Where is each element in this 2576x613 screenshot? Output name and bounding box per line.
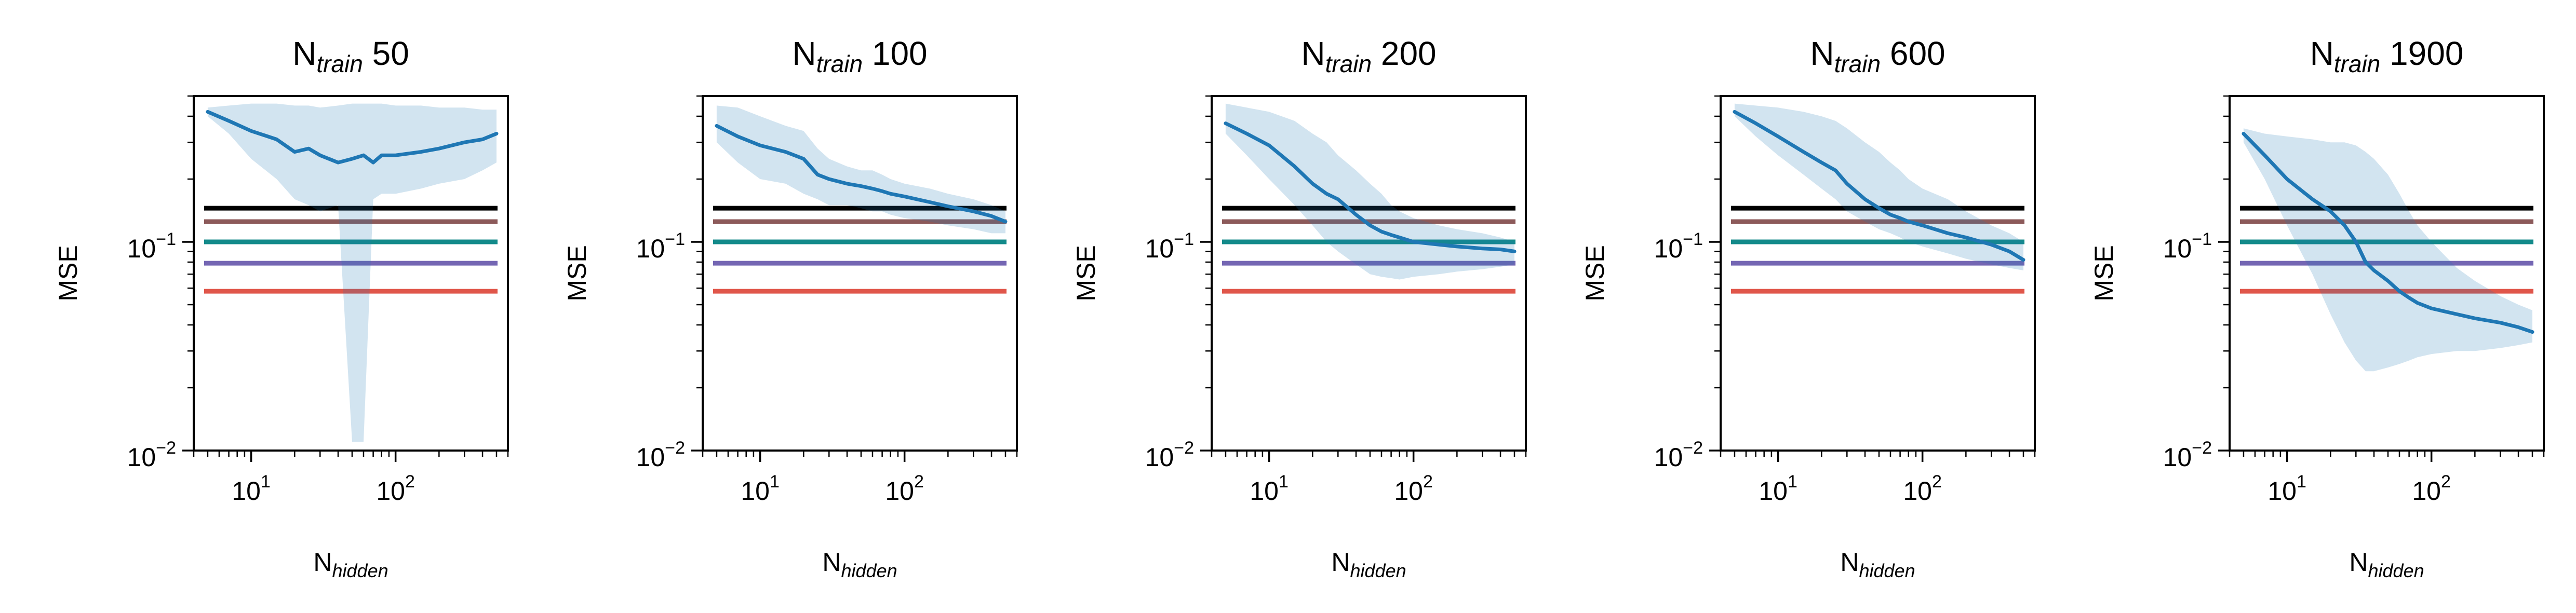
y-tick-label: 10−1: [1654, 229, 1703, 263]
panel-title: Ntrain 200: [1301, 35, 1436, 77]
panel-3: 101 102 10−2 10−1 Ntrain 200 Nhidden MSE: [1071, 35, 1527, 581]
mse-series-line: [715, 124, 1008, 224]
y-tick-label: 10−1: [1145, 229, 1194, 263]
data-point: [1225, 123, 1226, 124]
data-point: [1835, 170, 1836, 171]
data-point: [1246, 133, 1247, 134]
confidence-band: [716, 105, 1005, 234]
data-point: [338, 162, 339, 163]
data-point: [2518, 327, 2519, 328]
data-point: [2243, 133, 2244, 134]
axes-frame: [1211, 95, 1527, 452]
data-point: [496, 133, 497, 134]
y-axis-label: MSE: [1580, 245, 1609, 301]
data-point: [872, 188, 873, 189]
x-tick-label: 102: [1903, 472, 1942, 506]
data-point: [1482, 248, 1483, 249]
data-point: [737, 136, 738, 137]
data-point: [2009, 251, 2010, 252]
panel-4: 101 102 10−2 10−1 Ntrain 600 Nhidden MSE: [1580, 35, 2036, 581]
data-point: [482, 139, 483, 140]
panel-title: Ntrain 100: [792, 35, 927, 77]
x-tick-label: 102: [885, 472, 924, 506]
data-point: [464, 142, 465, 143]
x-tick-label: 101: [1250, 472, 1289, 506]
data-point: [1413, 241, 1414, 242]
data-point: [1922, 225, 1923, 226]
y-tick-label: 10−2: [2163, 438, 2212, 472]
y-tick-label: 10−1: [127, 229, 176, 263]
axes-frame: [193, 95, 509, 452]
x-axis-label: Nhidden: [1840, 548, 1915, 581]
data-point: [2264, 155, 2265, 156]
y-tick-label: 10−1: [636, 229, 685, 263]
x-tick-label: 102: [1394, 472, 1433, 506]
data-point: [817, 174, 818, 175]
data-point: [363, 155, 364, 156]
mse-series-line: [1224, 121, 1517, 253]
data-point: [2431, 308, 2432, 309]
axes-frame: [2229, 95, 2545, 452]
data-point: [973, 211, 974, 212]
y-axis-label: MSE: [1071, 245, 1101, 301]
y-tick-label: 10−2: [1654, 438, 1703, 472]
y-tick-label: 10−2: [127, 438, 176, 472]
panel-title: Ntrain 50: [292, 35, 409, 77]
x-axis-label: Nhidden: [822, 548, 897, 581]
x-tick-label: 101: [2268, 472, 2306, 506]
x-tick-label: 101: [232, 472, 271, 506]
data-point: [395, 155, 396, 156]
panel-title: Ntrain 600: [1810, 35, 1945, 77]
y-tick-label: 10−2: [1145, 438, 1194, 472]
mse-series-line: [1733, 110, 2025, 262]
x-axis-label: Nhidden: [313, 548, 388, 581]
data-point: [1399, 237, 1400, 238]
x-tick-label: 102: [376, 472, 415, 506]
data-point: [1821, 162, 1822, 163]
data-point: [904, 196, 905, 197]
data-point: [1500, 249, 1501, 250]
confidence-band: [1225, 103, 1514, 280]
panel-1: 101 102 10−2 10−1 Ntrain 50 Nhidden MSE: [53, 35, 509, 581]
confidence-band: [2243, 128, 2532, 372]
data-point: [1356, 214, 1357, 215]
y-axis-label: MSE: [53, 245, 83, 301]
x-tick-label: 101: [1759, 472, 1797, 506]
x-tick-label: 102: [2412, 472, 2451, 506]
x-axis-label: Nhidden: [2349, 548, 2424, 581]
y-tick-label: 10−1: [2163, 229, 2212, 263]
data-point: [2330, 211, 2331, 212]
confidence-band: [207, 103, 497, 442]
data-point: [1294, 166, 1295, 167]
data-point: [1312, 183, 1313, 184]
data-point: [2344, 225, 2345, 226]
mse-series-line: [206, 110, 499, 165]
y-axis-label: MSE: [2089, 245, 2118, 301]
panel-5: 101 102 10−2 10−1 Ntrain 1900 Nhidden MSE: [2089, 35, 2545, 581]
x-axis-label: Nhidden: [1331, 548, 1406, 581]
data-point: [308, 148, 309, 149]
panel-2: 101 102 10−2 10−1 Ntrain 100 Nhidden MSE: [562, 35, 1018, 581]
axes-frame: [1720, 95, 2036, 452]
x-tick-label: 101: [741, 472, 780, 506]
data-point: [276, 139, 277, 140]
confidence-band: [1734, 103, 2023, 270]
data-point: [1755, 123, 1756, 124]
data-point: [847, 183, 848, 184]
data-point: [381, 155, 382, 156]
panel-title: Ntrain 1900: [2310, 35, 2464, 77]
y-axis-label: MSE: [562, 245, 592, 301]
data-point: [2500, 322, 2501, 323]
axes-frame: [702, 95, 1018, 452]
mse-series-line: [2242, 132, 2534, 334]
y-tick-label: 10−2: [636, 438, 685, 472]
data-point: [1991, 244, 1992, 245]
